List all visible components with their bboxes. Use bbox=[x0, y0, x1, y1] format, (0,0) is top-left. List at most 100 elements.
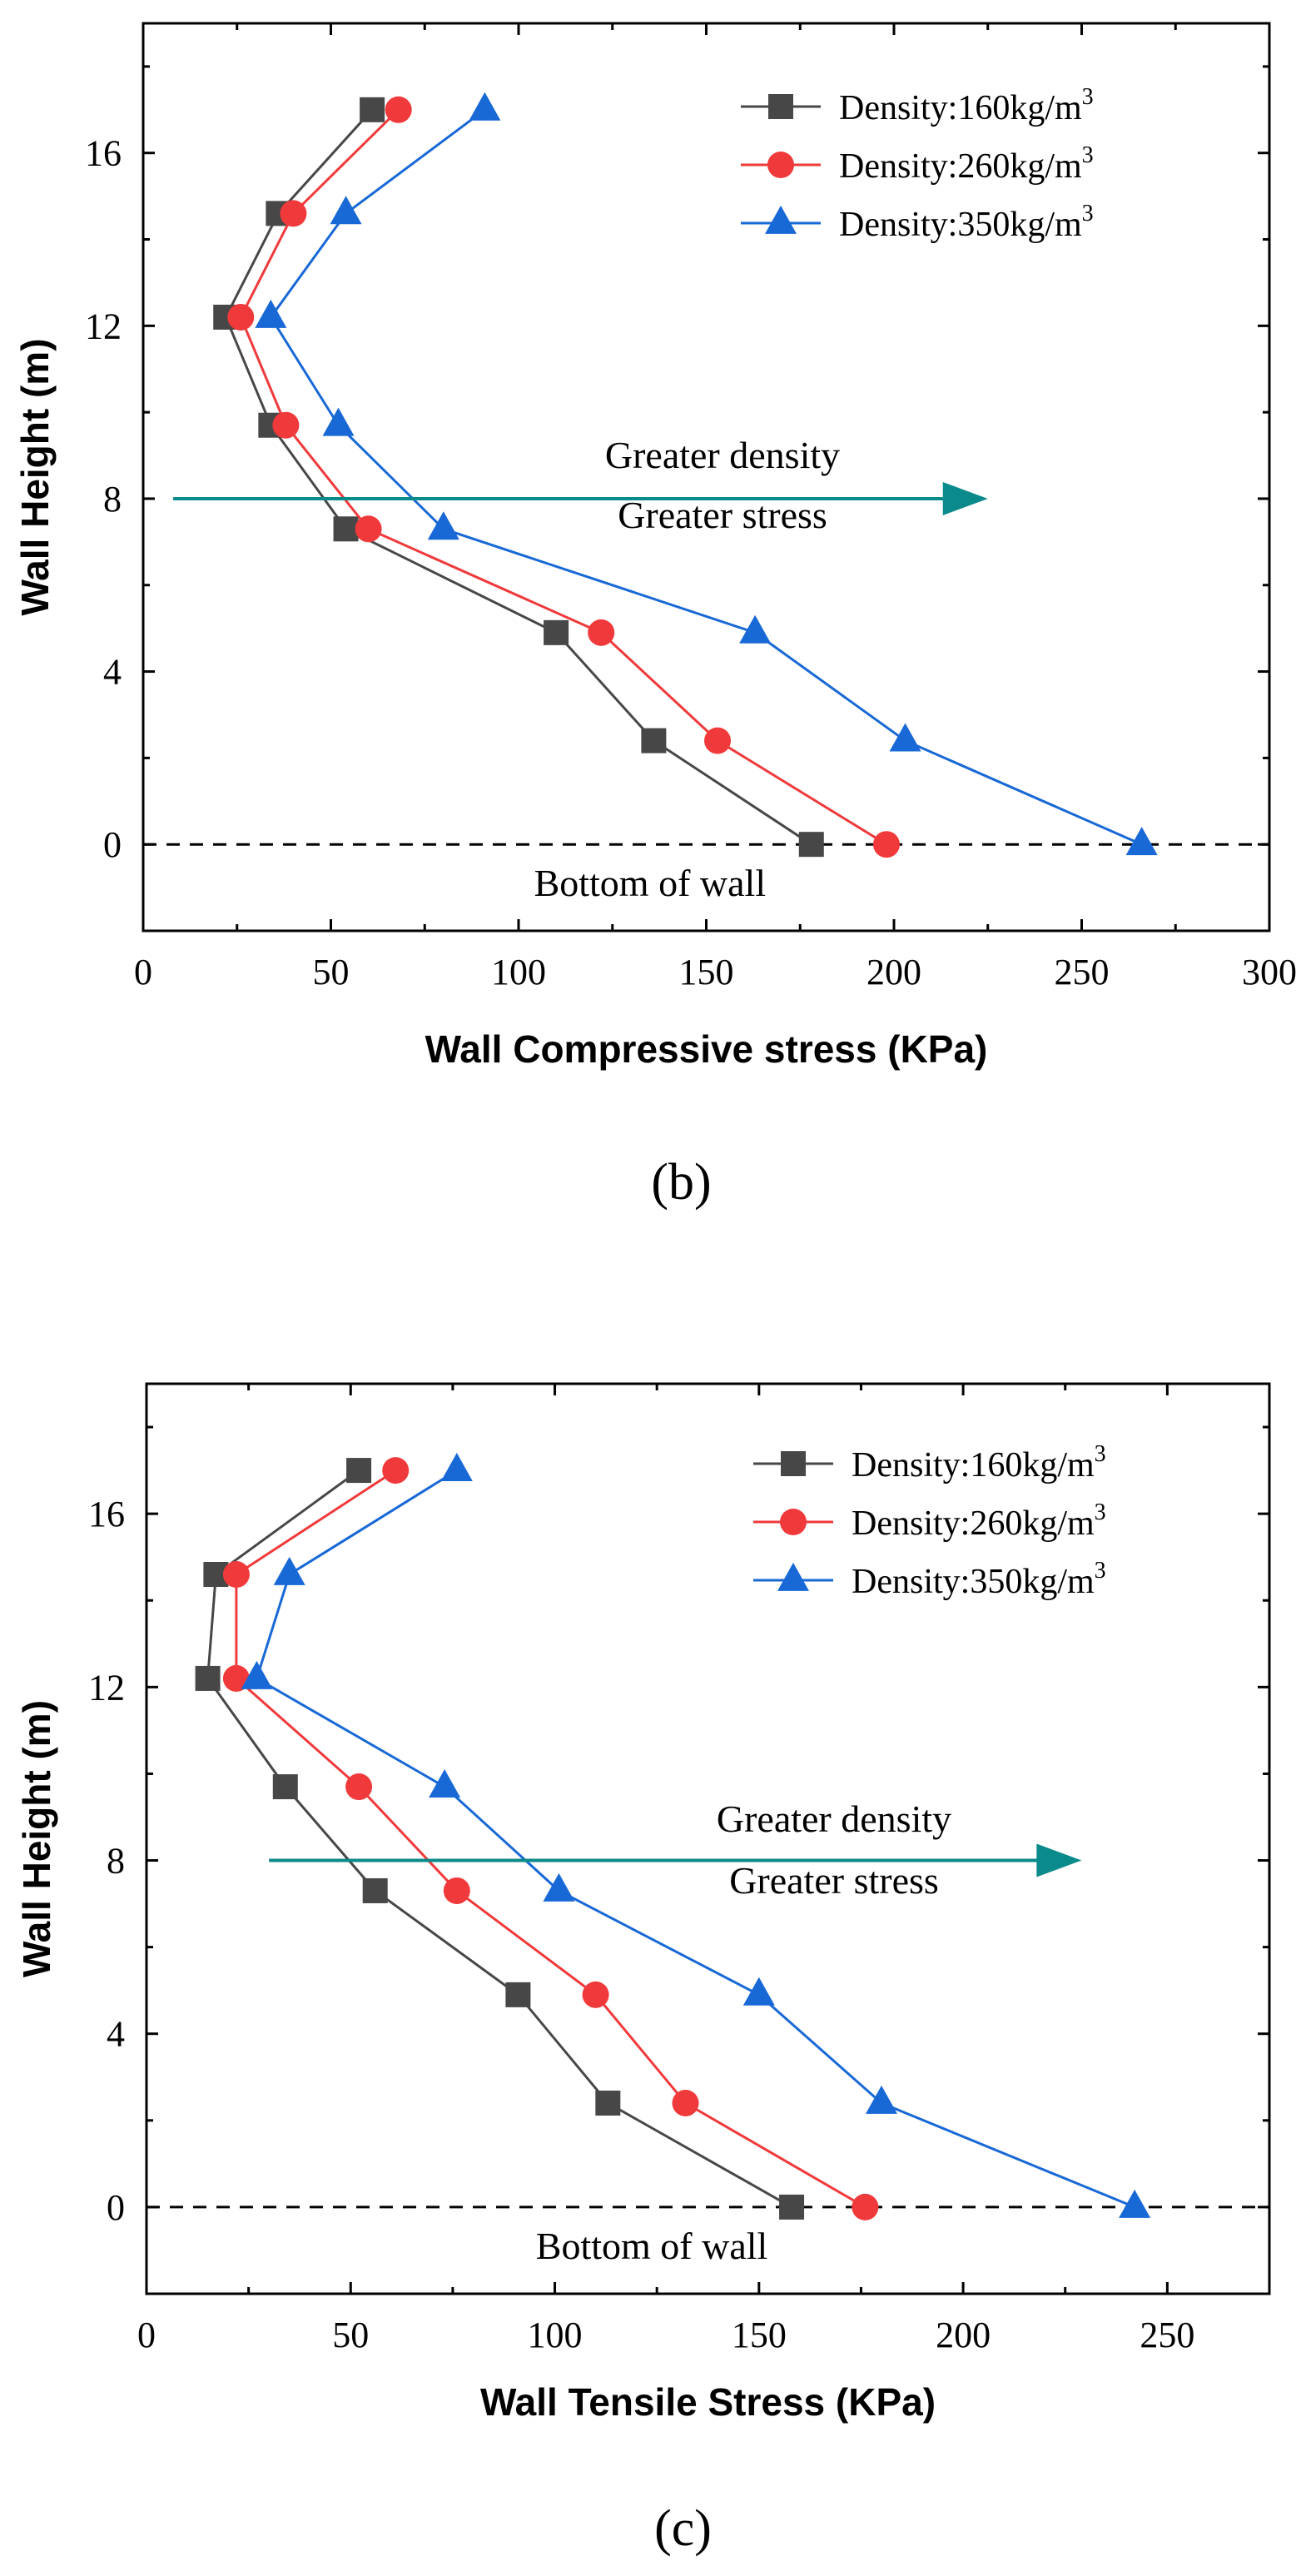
data-point bbox=[227, 303, 255, 331]
data-point bbox=[195, 1665, 221, 1691]
data-point bbox=[443, 1877, 470, 1904]
data-point bbox=[333, 516, 359, 542]
legend-superscript: 3 bbox=[1095, 1558, 1106, 1584]
legend-superscript: 3 bbox=[1082, 84, 1094, 110]
data-point bbox=[385, 96, 412, 123]
y-tick-label: 4 bbox=[107, 2014, 125, 2055]
data-point bbox=[704, 727, 732, 754]
trend-arrow-head bbox=[1036, 1843, 1082, 1877]
y-tick-label: 0 bbox=[107, 2187, 125, 2228]
x-tick-label: 150 bbox=[679, 952, 734, 992]
chart-panel-b: 0 50 100 150 200 250 300 0 4 8 12 16 Wall Compressiv… bbox=[13, 22, 1297, 1211]
y-tick-label: 16 bbox=[88, 1494, 125, 1534]
y-axis-title: Wall Height (m) bbox=[13, 338, 57, 615]
data-point bbox=[865, 2085, 897, 2114]
legend-marker bbox=[777, 1562, 809, 1591]
data-point bbox=[1125, 827, 1158, 856]
x-tick-label: 150 bbox=[732, 2315, 787, 2355]
data-point bbox=[543, 1872, 575, 1902]
data-point bbox=[255, 299, 287, 328]
data-point bbox=[355, 515, 382, 543]
x-tick-label: 200 bbox=[867, 952, 921, 992]
series-line-3 bbox=[255, 1469, 1135, 2209]
data-point bbox=[440, 1453, 473, 1482]
data-point bbox=[346, 1458, 372, 1484]
legend-label: Density:160kg/m3 bbox=[839, 84, 1094, 127]
plot-frame bbox=[145, 1382, 1271, 2295]
x-tick-label: 250 bbox=[1055, 952, 1110, 992]
x-tick-label: 0 bbox=[137, 2315, 156, 2355]
data-point bbox=[742, 1977, 775, 2006]
data-point bbox=[672, 2089, 699, 2116]
x-axis-title: Wall Compressive stress (KPa) bbox=[425, 1027, 988, 1071]
legend-label: Density:350kg/m3 bbox=[852, 1558, 1106, 1601]
data-point bbox=[739, 614, 772, 644]
y-tick-label: 0 bbox=[103, 824, 122, 865]
annotation-line-1: Greater density bbox=[717, 1798, 951, 1840]
x-tick-label: 100 bbox=[528, 2315, 583, 2355]
annotation-line-2: Greater stress bbox=[618, 494, 827, 536]
data-point bbox=[588, 619, 615, 646]
annotation-line-1: Greater density bbox=[605, 434, 840, 476]
series-line-1 bbox=[206, 1469, 792, 2209]
legend-label: Density:260kg/m3 bbox=[839, 142, 1094, 186]
series-line-1 bbox=[224, 108, 812, 846]
chart-panel-c: 0 50 100 150 200 250 0 4 8 12 16 Wall Tensile Stres… bbox=[15, 1382, 1271, 2557]
data-point bbox=[362, 1877, 388, 1903]
series-line-2 bbox=[235, 1469, 867, 2209]
data-point bbox=[641, 728, 667, 753]
legend-marker bbox=[781, 1451, 806, 1476]
legend-marker bbox=[780, 1509, 807, 1535]
data-point bbox=[273, 1556, 305, 1585]
plot-frame bbox=[142, 22, 1271, 932]
bottom-of-wall-label: Bottom of wall bbox=[536, 2225, 768, 2267]
data-point bbox=[798, 832, 824, 858]
data-point bbox=[382, 1457, 410, 1484]
data-point bbox=[322, 407, 355, 436]
data-point bbox=[241, 1660, 273, 1689]
legend-superscript: 3 bbox=[1082, 201, 1094, 226]
data-point bbox=[779, 2194, 805, 2220]
x-tick-label: 50 bbox=[332, 2315, 369, 2355]
x-tick-label: 100 bbox=[491, 952, 546, 992]
panel-label: (b) bbox=[651, 1154, 711, 1211]
data-point bbox=[280, 200, 307, 227]
annotation-line-2: Greater stress bbox=[729, 1859, 939, 1902]
data-point bbox=[852, 2193, 879, 2220]
x-tick-label: 200 bbox=[936, 2315, 991, 2355]
y-tick-label: 12 bbox=[85, 306, 122, 346]
y-tick-label: 4 bbox=[103, 652, 122, 693]
data-point bbox=[582, 1981, 609, 2008]
data-point bbox=[429, 1768, 461, 1798]
y-tick-label: 16 bbox=[85, 133, 122, 174]
series-line-3 bbox=[269, 108, 1143, 846]
x-tick-label: 250 bbox=[1140, 2315, 1194, 2355]
legend-superscript: 3 bbox=[1082, 142, 1094, 168]
legend-marker bbox=[768, 94, 793, 119]
y-tick-label: 12 bbox=[88, 1667, 125, 1708]
bottom-of-wall-label: Bottom of wall bbox=[534, 862, 767, 904]
data-point bbox=[427, 511, 459, 540]
x-axis-title: Wall Tensile Stress (KPa) bbox=[480, 2380, 936, 2424]
data-point bbox=[889, 723, 921, 752]
data-point bbox=[360, 97, 385, 122]
legend: Density:160kg/m3 Density:260kg/m3 Density:… bbox=[753, 1441, 1106, 1601]
data-point bbox=[595, 2090, 621, 2116]
x-tick-label: 300 bbox=[1242, 952, 1297, 992]
trend-arrow-head bbox=[942, 481, 988, 515]
legend-label: Density:160kg/m3 bbox=[852, 1441, 1106, 1484]
panel-label: (c) bbox=[654, 2500, 712, 2557]
legend: Density:160kg/m3 Density:260kg/m3 Density:… bbox=[741, 84, 1094, 244]
legend-superscript: 3 bbox=[1095, 1441, 1106, 1467]
y-tick-label: 8 bbox=[103, 479, 122, 520]
data-point bbox=[272, 411, 300, 439]
legend-label: Density:260kg/m3 bbox=[852, 1499, 1106, 1543]
data-point bbox=[330, 196, 362, 225]
legend-marker bbox=[767, 152, 794, 178]
series-line-2 bbox=[239, 108, 887, 846]
y-axis-title: Wall Height (m) bbox=[15, 1700, 58, 1977]
data-point bbox=[345, 1773, 373, 1801]
data-point bbox=[872, 831, 900, 858]
x-tick-label: 50 bbox=[313, 952, 350, 992]
